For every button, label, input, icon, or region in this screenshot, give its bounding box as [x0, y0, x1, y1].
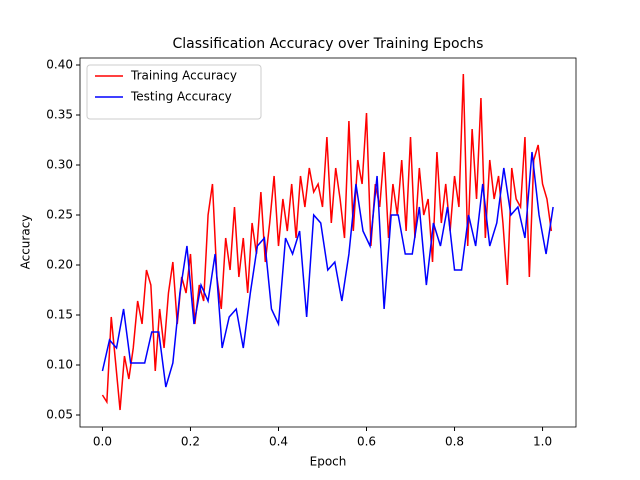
y-tick-label: 0.05 — [46, 408, 73, 422]
chart-title: Classification Accuracy over Training Ep… — [173, 36, 484, 52]
x-tick-label: 0.0 — [93, 435, 112, 449]
legend-label: Training Accuracy — [130, 69, 237, 83]
y-tick-label: 0.40 — [46, 58, 73, 72]
y-tick-label: 0.35 — [46, 108, 73, 122]
x-axis-label: Epoch — [310, 455, 347, 469]
plot-frame — [79, 57, 577, 428]
y-tick-label: 0.25 — [46, 208, 73, 222]
x-tick-label: 0.8 — [445, 435, 464, 449]
legend-box — [86, 64, 262, 120]
y-tick-label: 0.10 — [46, 358, 73, 372]
y-axis-label: Accuracy — [19, 215, 33, 270]
x-tick-label: 1.0 — [533, 435, 552, 449]
x-tick-label: 0.2 — [181, 435, 200, 449]
y-tick-label: 0.30 — [46, 158, 73, 172]
y-tick-label: 0.20 — [46, 258, 73, 272]
x-tick-label: 0.4 — [269, 435, 288, 449]
data-line — [101, 151, 554, 388]
legend-label: Testing Accuracy — [130, 90, 232, 104]
x-tick-label: 0.6 — [357, 435, 376, 449]
y-tick-label: 0.15 — [46, 308, 73, 322]
